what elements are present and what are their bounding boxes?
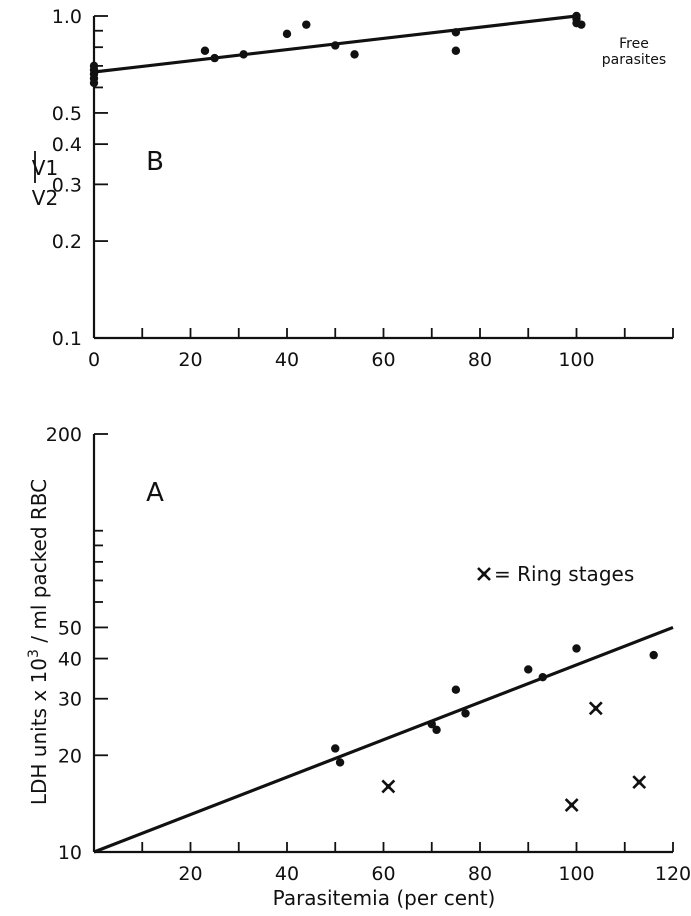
panel-b-y-tick-label: 0.4 [52, 134, 82, 156]
panel-b-data-point [331, 41, 340, 50]
panel-b-x-tick-label: 40 [275, 349, 299, 371]
panel-b-x-tick-label: 0 [88, 349, 100, 371]
ring-stage-center [385, 784, 391, 789]
panel-a-ylabel: LDH units x 103 / ml packed RBC [26, 479, 51, 805]
panel-a-y-tick-label: 30 [58, 689, 82, 711]
free-parasites-label: parasites [602, 52, 666, 68]
panel-a-x-tick-label: 40 [275, 863, 299, 885]
panel-b-label: B [146, 147, 164, 177]
panel-b-x-tick-label: 80 [468, 349, 492, 371]
panel-a-data-point [524, 665, 533, 674]
panel-a-label: A [146, 478, 164, 508]
panel-b-y-tick-label: 1.0 [52, 6, 82, 28]
panel-a-data-point [432, 725, 441, 735]
panel-b-data-point [200, 46, 210, 55]
panel-a-y-tick-label: 40 [58, 649, 82, 671]
legend-ring-stages-label: = Ring stages [494, 562, 634, 586]
panel-a-ring-stage-point [632, 775, 647, 790]
panel-a-ring-stage-point [588, 701, 603, 716]
panel-a-x-tick-label: 20 [178, 863, 202, 885]
panel-a-data-point [331, 744, 340, 753]
panel-a-ylabel-main: LDH units x 10 [27, 658, 51, 805]
panel-b-data-point [302, 20, 311, 29]
panel-b-ylabel-top: V1 [32, 156, 58, 180]
panel-b-y-tick-label: 0.3 [52, 174, 82, 196]
panel-b-data-point [89, 78, 99, 88]
panel-a-x-tick-label: 60 [371, 863, 395, 885]
panel-a-x-tick-label: 80 [468, 863, 492, 885]
panel-b-x-tick-label: 60 [371, 349, 395, 371]
ring-stage-center [569, 802, 575, 808]
panel-a-ylabel-exponent: 3 [26, 649, 42, 658]
free-parasites-label: Free [619, 36, 649, 52]
panel-a-y-tick-label: 20 [58, 745, 82, 767]
panel-b-y-tick-label: 0.5 [52, 103, 82, 125]
panel-b-x-tick-label: 20 [178, 349, 202, 371]
panel-a-ylabel-tail: / ml packed RBC [27, 479, 51, 649]
panel-b-x-tick-label: 100 [558, 349, 594, 371]
panel-b-y-tick-label: 0.2 [52, 231, 82, 253]
panel-b-data-point [239, 50, 248, 59]
panel-a-data-point [538, 672, 547, 682]
panel-b-data-point [451, 28, 461, 37]
panel-a: 10 20 30 40 50 200 20 40 60 80 100 120 Parasitemia (… [26, 424, 691, 910]
ring-stage-center [481, 571, 487, 577]
panel-b-data-point [210, 53, 219, 63]
panel-b: 0.1 0.2 0.3 0.4 0.5 1.0 0 20 40 60 80 100 V1 V2 B Freep… [32, 6, 674, 371]
panel-a-data-point [427, 719, 436, 729]
panel-a-y-tick-label: 10 [58, 842, 82, 864]
panel-a-xlabel: Parasitemia (per cent) [273, 886, 496, 910]
panel-a-x-tick-label: 100 [558, 863, 594, 885]
panel-a-regression-line [93, 625, 674, 854]
panel-b-data-point [451, 46, 461, 55]
panel-b-ylabel-bottom: V2 [32, 186, 58, 210]
ring-stage-center [636, 779, 642, 785]
panel-a-data-point [461, 709, 470, 718]
panel-b-data-point [577, 20, 586, 29]
panel-a-data-point [649, 650, 658, 660]
panel-a-y-tick-label: 50 [58, 617, 82, 639]
ring-stage-center [593, 705, 599, 711]
panel-a-ring-stage-point [381, 779, 396, 794]
panel-a-data-point [335, 758, 345, 767]
panel-a-data-point [572, 644, 581, 653]
panel-a-y-tick-label: 200 [46, 424, 82, 446]
panel-b-y-tick-label: 0.1 [52, 328, 82, 350]
panel-a-data-point [451, 685, 461, 694]
panel-b-data-point [282, 29, 292, 39]
panel-a-ring-stage-point [564, 798, 579, 812]
legend-ring-stage-marker [477, 567, 491, 581]
panel-a-x-tick-label: 120 [655, 863, 691, 885]
panel-b-data-point [350, 50, 359, 59]
